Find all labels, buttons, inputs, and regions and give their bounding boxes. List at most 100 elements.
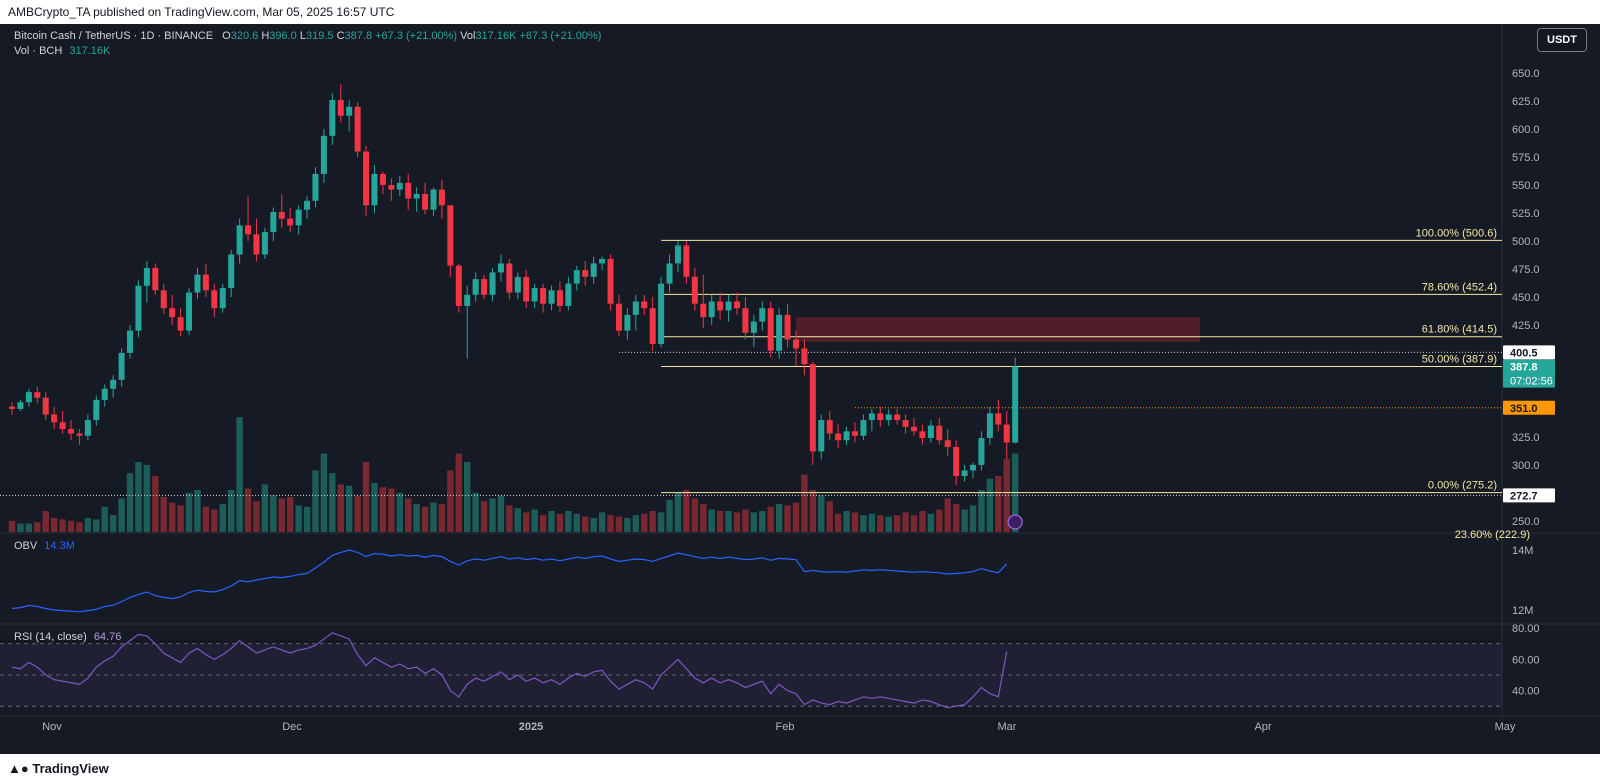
candle-body bbox=[835, 433, 842, 441]
obv-legend-value: 14.3M bbox=[44, 540, 75, 552]
volume-bar bbox=[421, 506, 429, 532]
volume-bar bbox=[708, 509, 715, 532]
volume-bar bbox=[885, 516, 892, 532]
rsi-tick-label: 80.00 bbox=[1512, 623, 1540, 635]
volume-bar bbox=[590, 518, 597, 532]
candle-body bbox=[312, 173, 319, 201]
candle-body bbox=[447, 205, 454, 266]
candle-body bbox=[127, 330, 134, 353]
price-tick-label: 500.0 bbox=[1512, 236, 1540, 248]
volume-bar bbox=[371, 483, 378, 532]
low-value: 319.5 bbox=[305, 30, 334, 42]
candle-body bbox=[674, 245, 681, 264]
volume-bar bbox=[227, 490, 235, 532]
volume-bar bbox=[978, 490, 985, 532]
volume-bar bbox=[691, 498, 699, 532]
candle-body bbox=[245, 225, 252, 235]
volume-bar bbox=[565, 511, 572, 532]
candle-body bbox=[717, 301, 724, 311]
time-tick-label: May bbox=[1495, 721, 1516, 733]
candle-body bbox=[143, 267, 150, 286]
volume-bar bbox=[851, 512, 859, 532]
volume-bar bbox=[8, 520, 16, 532]
chart-frame[interactable]: 100.00% (500.6) 78.60% (452.4) 61.80% (414… bbox=[0, 24, 1600, 754]
time-axis: Nov Dec 2025 Feb Mar Apr May bbox=[42, 721, 1516, 733]
price-tick-label: 300.0 bbox=[1512, 460, 1540, 472]
price-label-countdown: 07:02:56 bbox=[1510, 376, 1553, 388]
volume-bar bbox=[809, 490, 817, 532]
volume-bar bbox=[632, 515, 640, 532]
candle-body bbox=[51, 414, 58, 423]
candle-body bbox=[337, 100, 344, 116]
volume-legend[interactable]: Vol · BCH 317.16K bbox=[14, 45, 110, 57]
price-label-green: 387.8 07:02:56 bbox=[1503, 359, 1555, 388]
candle-body bbox=[641, 301, 648, 309]
volume-bar bbox=[143, 464, 151, 532]
volume-bar bbox=[447, 470, 454, 532]
price-labels: 400.5 387.8 07:02:56 351.0 272.7 bbox=[1007, 345, 1555, 530]
volume-bar bbox=[986, 478, 994, 532]
volume-bar bbox=[303, 506, 311, 532]
volume-bar bbox=[742, 509, 749, 532]
vol-value: 317.16K bbox=[475, 30, 517, 42]
candle-body bbox=[287, 218, 294, 226]
candle-body bbox=[742, 308, 749, 333]
volume-bar bbox=[270, 495, 277, 532]
currency-button[interactable]: USDT bbox=[1537, 28, 1587, 52]
candles bbox=[9, 84, 1019, 485]
candle-body bbox=[68, 429, 75, 434]
volume-bars bbox=[8, 417, 1019, 532]
volume-bar bbox=[42, 511, 49, 532]
volume-bar bbox=[84, 518, 92, 532]
rsi-pane bbox=[0, 632, 1502, 709]
symbol-legend[interactable]: Bitcoin Cash / TetherUS · 1D · BINANCE O… bbox=[14, 30, 601, 42]
candle-body bbox=[944, 440, 951, 447]
time-tick-label: 2025 bbox=[519, 721, 543, 733]
candle-body bbox=[877, 413, 884, 421]
fib-level-label: 0.00% (275.2) bbox=[1428, 480, 1497, 492]
candle-body bbox=[919, 431, 926, 438]
candle-body bbox=[320, 135, 327, 174]
rsi-tick-label: 60.00 bbox=[1512, 654, 1540, 666]
volume-bar bbox=[759, 511, 766, 532]
candle-body bbox=[691, 276, 698, 304]
price-label-text: 351.0 bbox=[1510, 403, 1538, 415]
rsi-legend-value: 64.76 bbox=[93, 631, 122, 643]
time-tick-label: Apr bbox=[1254, 721, 1271, 733]
candle-body bbox=[270, 211, 277, 233]
candle-body bbox=[379, 173, 386, 186]
candle-body bbox=[34, 392, 41, 398]
volume-bar bbox=[952, 504, 960, 532]
volume-bar bbox=[236, 417, 243, 532]
candle-body bbox=[936, 425, 943, 441]
candle-body bbox=[970, 464, 977, 471]
obv-legend[interactable]: OBV 14.3M bbox=[14, 540, 75, 552]
candle-body bbox=[902, 420, 909, 427]
candle-body bbox=[624, 314, 631, 331]
candle-body bbox=[278, 211, 285, 219]
time-tick-label: Mar bbox=[998, 721, 1017, 733]
chart-canvas[interactable]: 100.00% (500.6) 78.60% (452.4) 61.80% (414… bbox=[0, 24, 1600, 754]
volume-bar bbox=[50, 518, 58, 532]
candle-body bbox=[186, 292, 193, 331]
volume-bar bbox=[472, 492, 479, 532]
candle-body bbox=[894, 414, 901, 421]
rsi-legend[interactable]: RSI (14, close) 64.76 bbox=[14, 631, 121, 643]
price-label-box bbox=[1503, 359, 1555, 388]
candle-body bbox=[809, 364, 816, 452]
vol-change: +67.3 (+21.00%) bbox=[519, 30, 602, 42]
time-tick-label: Nov bbox=[42, 721, 62, 733]
obv-tick-label: 12M bbox=[1512, 605, 1533, 617]
volume-bar bbox=[194, 490, 201, 532]
volume-bar bbox=[927, 513, 935, 532]
volume-bar bbox=[556, 513, 564, 532]
fib-level-label: 61.80% (414.5) bbox=[1422, 324, 1497, 336]
price-tick-label: 550.0 bbox=[1512, 180, 1540, 192]
price-tick-label: 475.0 bbox=[1512, 264, 1540, 276]
candle-body bbox=[506, 263, 513, 293]
price-tick-label: 450.0 bbox=[1512, 292, 1540, 304]
candle-body bbox=[599, 258, 606, 264]
candle-body bbox=[759, 308, 766, 322]
volume-bar bbox=[211, 509, 218, 532]
close-value: 387.8 bbox=[344, 30, 373, 42]
